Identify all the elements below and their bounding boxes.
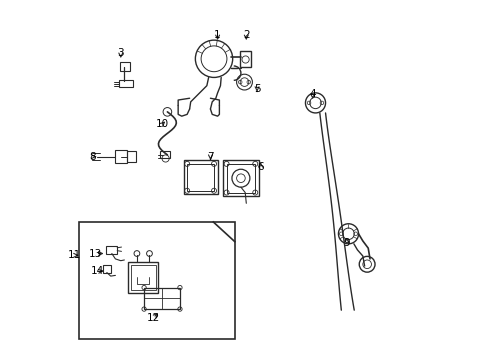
- Bar: [144, 288, 180, 309]
- Bar: [223, 160, 258, 196]
- Bar: [126, 151, 136, 162]
- Bar: [187, 164, 214, 191]
- Text: 11: 11: [67, 250, 81, 260]
- Bar: [183, 160, 217, 194]
- Text: 6: 6: [257, 162, 264, 172]
- Text: 9: 9: [343, 238, 349, 248]
- Text: 14: 14: [91, 266, 104, 276]
- Text: 8: 8: [89, 152, 95, 162]
- Bar: [102, 265, 110, 273]
- Bar: [115, 150, 126, 163]
- Bar: [120, 62, 130, 71]
- Bar: [79, 222, 234, 338]
- Text: 13: 13: [89, 248, 102, 258]
- Text: 4: 4: [309, 89, 315, 99]
- Text: 7: 7: [207, 152, 213, 162]
- Text: 3: 3: [117, 48, 124, 58]
- Bar: [131, 265, 155, 290]
- Bar: [160, 151, 170, 158]
- Bar: [119, 80, 133, 87]
- Text: 5: 5: [253, 84, 260, 94]
- Bar: [128, 262, 158, 293]
- Text: 2: 2: [243, 30, 249, 40]
- Bar: [226, 164, 255, 193]
- Bar: [106, 246, 117, 253]
- Text: 1: 1: [214, 30, 221, 40]
- Text: 10: 10: [155, 120, 168, 129]
- Bar: [239, 50, 251, 67]
- Text: 12: 12: [146, 313, 160, 323]
